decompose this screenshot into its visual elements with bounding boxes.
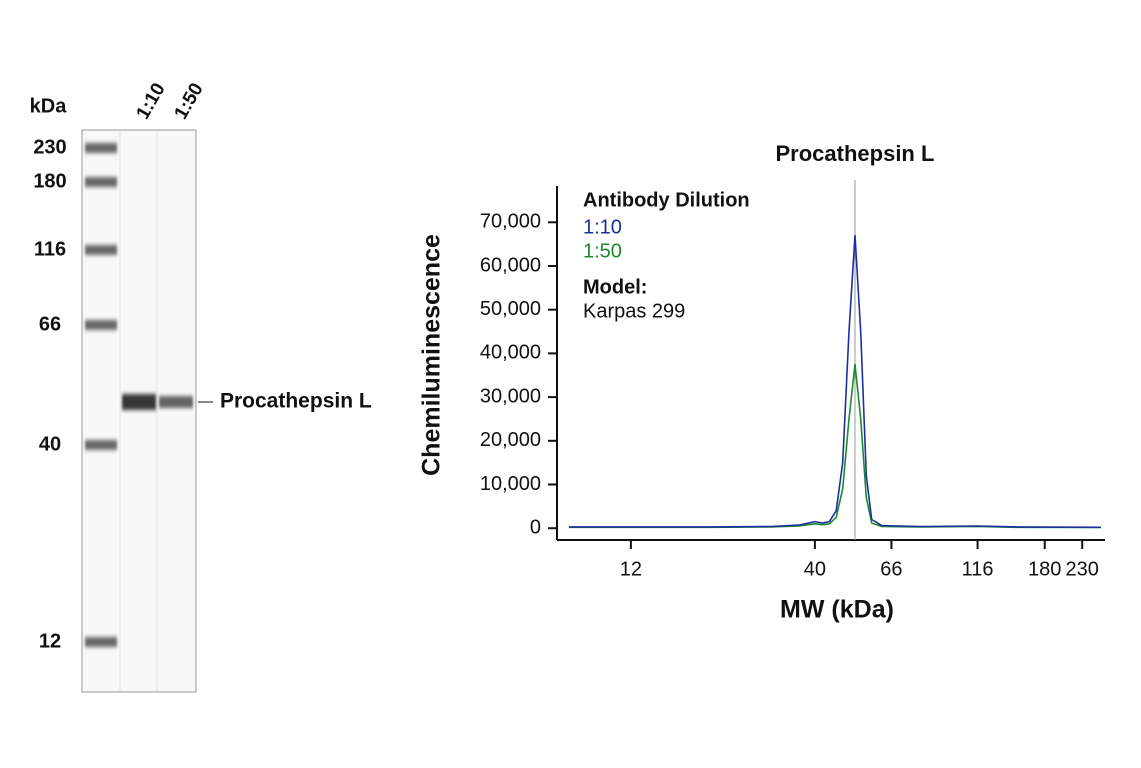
marker-label: 116 bbox=[34, 238, 66, 260]
legend-title: Antibody Dilution bbox=[583, 189, 750, 211]
y-tick-label: 50,000 bbox=[480, 298, 541, 320]
model-name: Karpas 299 bbox=[583, 300, 685, 322]
x-tick-label: 66 bbox=[880, 558, 902, 580]
model-label: Model: bbox=[583, 276, 647, 298]
lane-label: 1:50 bbox=[170, 80, 207, 123]
y-tick-label: 0 bbox=[530, 516, 541, 538]
kda-label: kDa bbox=[30, 95, 68, 117]
y-tick-label: 30,000 bbox=[480, 385, 541, 407]
y-tick-label: 10,000 bbox=[480, 473, 541, 495]
series-line bbox=[568, 234, 1101, 529]
marker-label: 230 bbox=[33, 136, 66, 158]
ladder-band bbox=[85, 320, 117, 330]
ladder-band bbox=[85, 245, 117, 255]
ladder-band bbox=[85, 177, 117, 187]
x-tick-label: 12 bbox=[620, 558, 642, 580]
y-tick-label: 70,000 bbox=[480, 211, 541, 233]
x-axis-title: MW (kDa) bbox=[780, 596, 894, 624]
y-tick-label: 40,000 bbox=[480, 342, 541, 364]
marker-label: 12 bbox=[39, 630, 61, 652]
marker-label: 66 bbox=[39, 313, 61, 335]
ladder-band bbox=[85, 440, 117, 450]
lane-label: 1:10 bbox=[132, 80, 169, 123]
series-line bbox=[568, 363, 1101, 529]
legend-entry: 1:10 bbox=[583, 216, 622, 238]
y-axis-title: Chemiluminescence bbox=[418, 234, 446, 476]
marker-label: 40 bbox=[39, 433, 61, 455]
x-tick-label: 180 bbox=[1028, 558, 1061, 580]
blot-frame bbox=[81, 129, 197, 693]
legend-entry: 1:50 bbox=[583, 240, 622, 262]
band bbox=[159, 396, 193, 408]
x-tick-label: 116 bbox=[962, 558, 994, 580]
marker-label: 180 bbox=[33, 170, 66, 192]
ladder-band bbox=[85, 143, 117, 153]
x-tick-label: 230 bbox=[1066, 558, 1099, 580]
x-tick-label: 40 bbox=[804, 558, 826, 580]
y-tick-label: 20,000 bbox=[480, 429, 541, 451]
band-label: Procathepsin L bbox=[220, 390, 372, 413]
band bbox=[122, 394, 156, 410]
y-tick-label: 60,000 bbox=[480, 254, 541, 276]
ladder-band bbox=[85, 637, 117, 647]
chart-title: Procathepsin L bbox=[776, 141, 935, 166]
